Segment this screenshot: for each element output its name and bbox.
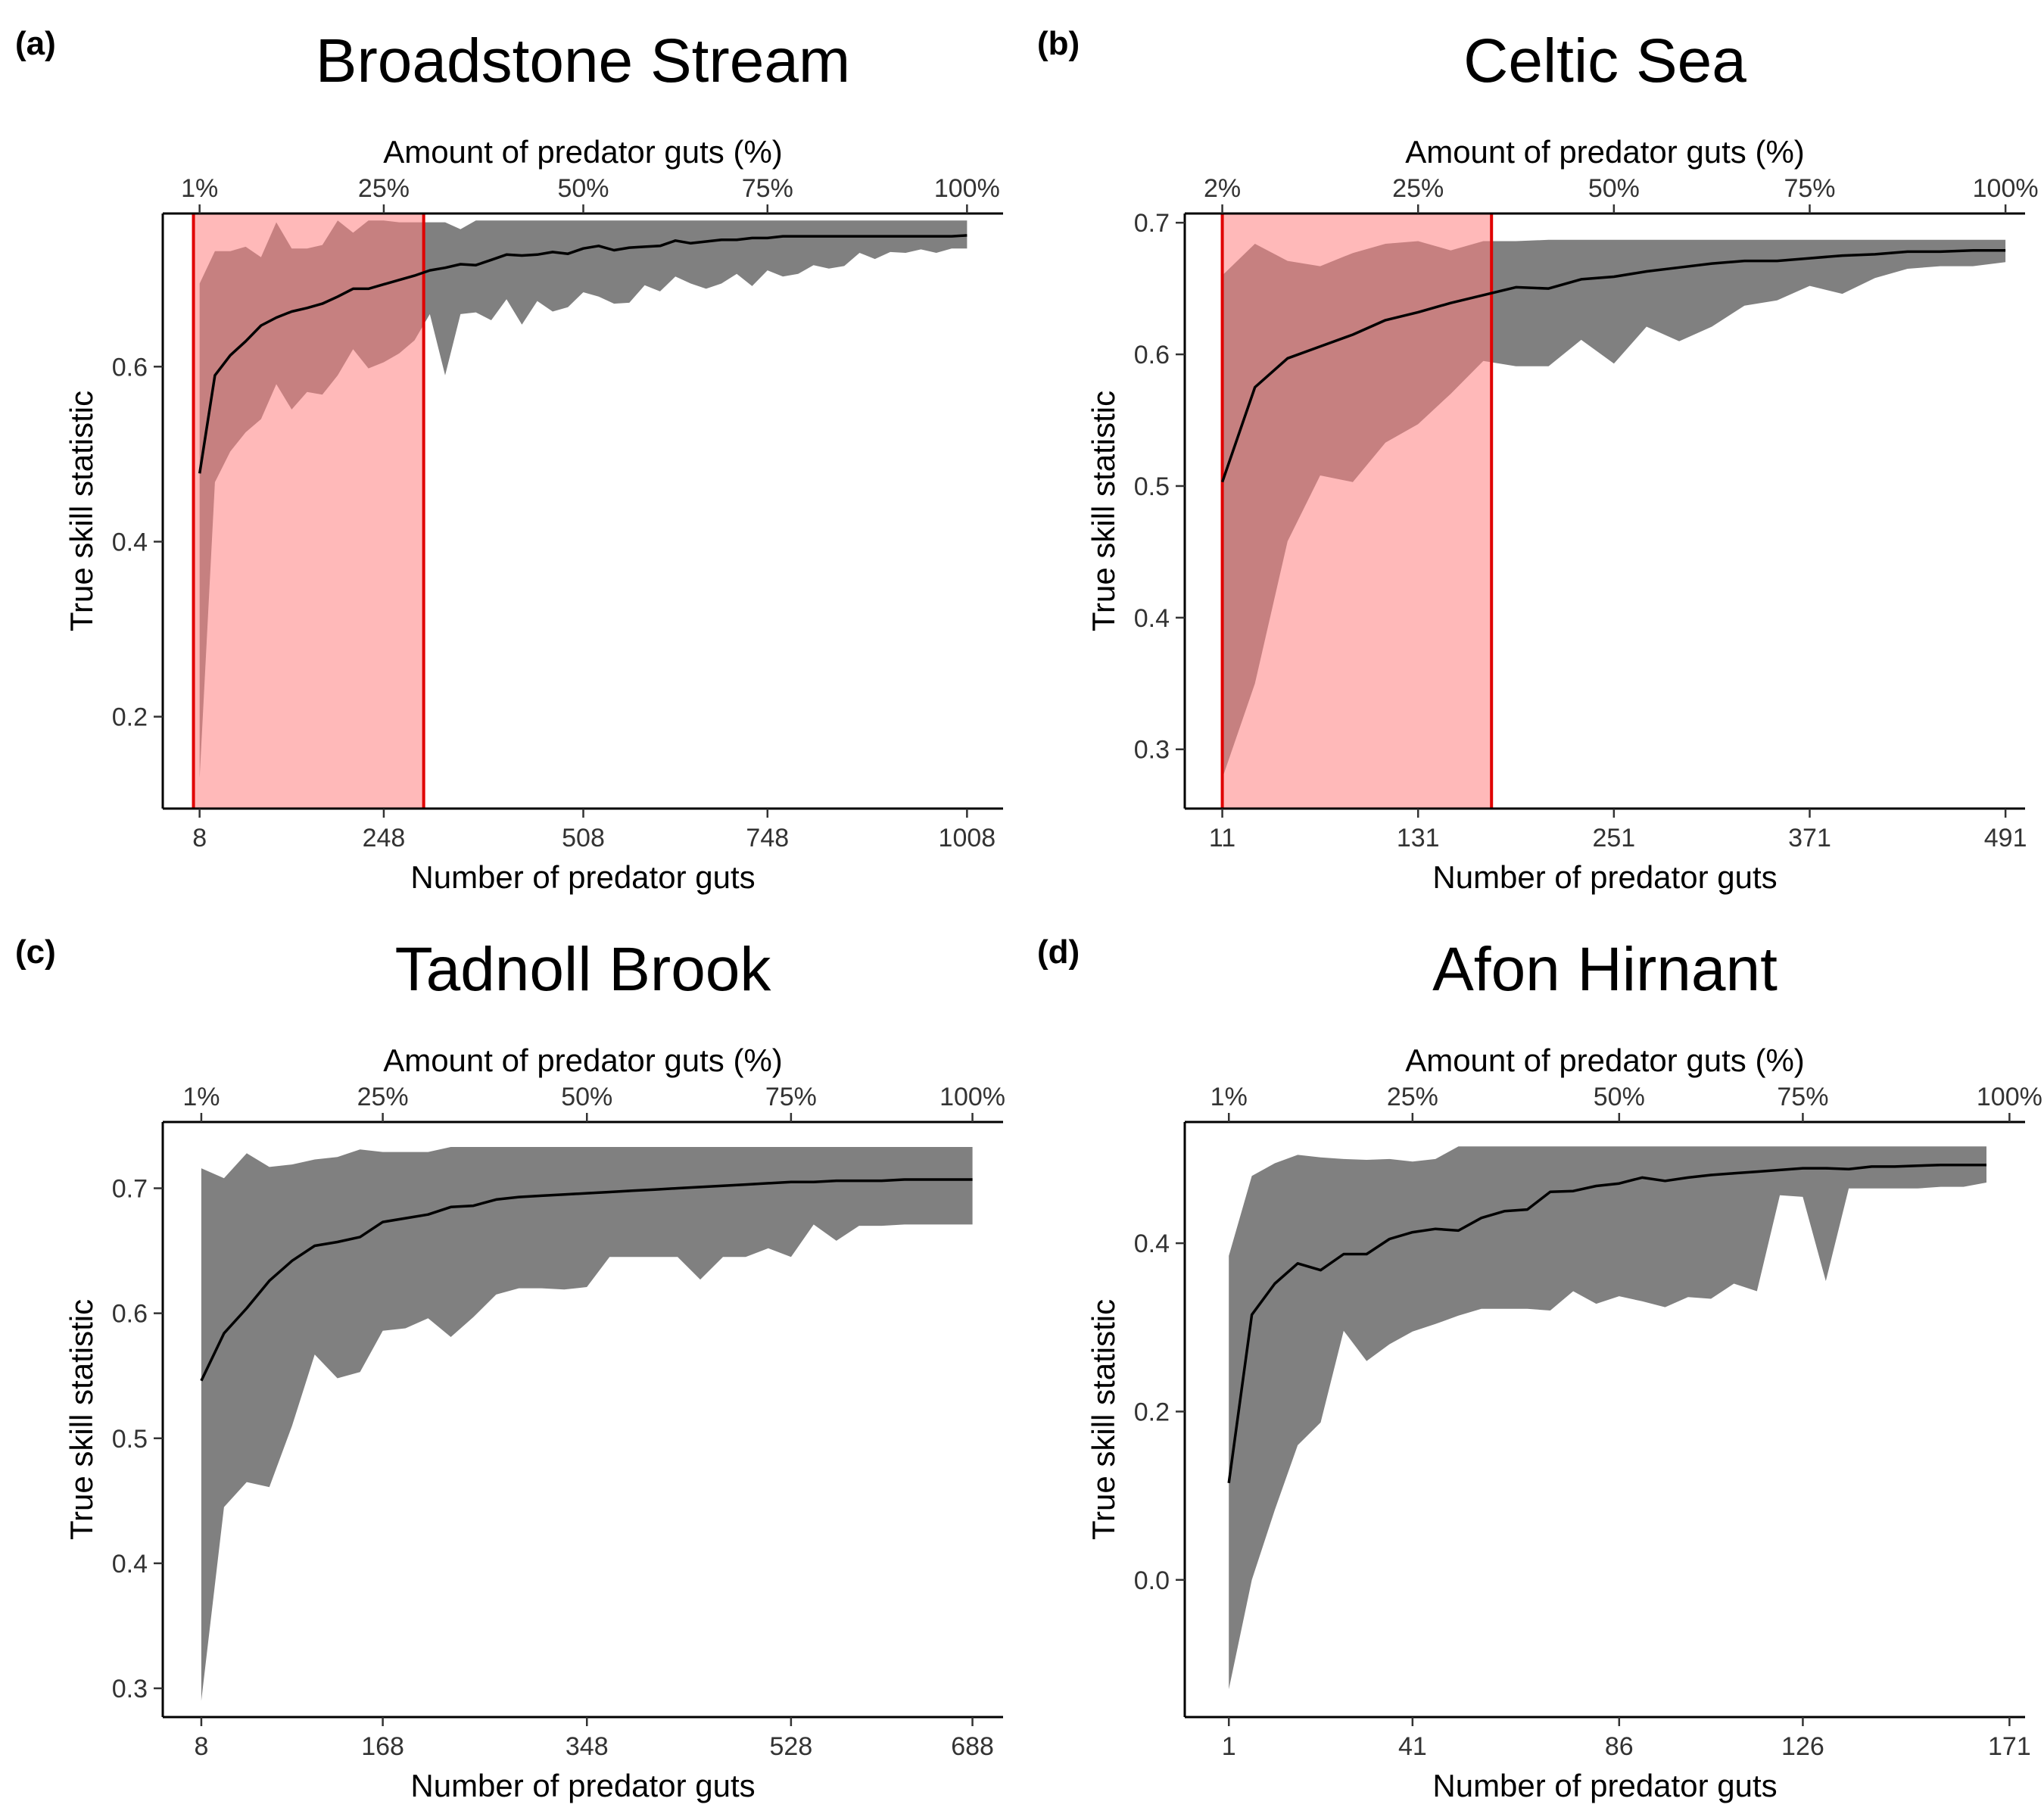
x2-tick-label: 100% <box>934 174 1000 203</box>
y-axis-title: True skill statistic <box>1086 1299 1121 1540</box>
y-tick-label: 0.6 <box>1134 341 1170 369</box>
chart-title: Broadstone Stream <box>316 26 851 95</box>
x2-tick-label: 50% <box>561 1083 612 1111</box>
y-tick-label: 0.4 <box>1134 1230 1170 1258</box>
mean-line <box>200 1178 973 1382</box>
x-tick-label: 8 <box>192 824 207 852</box>
x-axis-title: Number of predator guts <box>1432 859 1777 895</box>
x2-tick-label: 50% <box>557 174 609 203</box>
x2-tick-label: 50% <box>1594 1083 1645 1111</box>
x2-tick-label: 25% <box>358 174 410 203</box>
x-tick-label: 8 <box>194 1732 208 1761</box>
x-tick-label: 131 <box>1397 824 1440 852</box>
x-tick-label: 251 <box>1592 824 1635 852</box>
chart-panel-b: (b) Celtic Sea 11 131 251 371 491 2% 25% 50% 75% 10… <box>1022 0 2044 908</box>
x-tick-label: 41 <box>1398 1732 1427 1761</box>
x-tick-label: 371 <box>1788 824 1831 852</box>
y-tick-label: 0.4 <box>112 528 148 556</box>
chart-svg-c: (c) Tadnoll Brook 8 168 348 528 688 1% 25% 50% 75%… <box>15 933 1005 1803</box>
chart-panel-a: (a) Broadstone Stream 8 248 508 748 1008 1% 25% 5… <box>0 0 1022 908</box>
chart-title: Tadnoll Brook <box>395 935 772 1004</box>
x2-tick-label: 50% <box>1588 174 1640 203</box>
x2-tick-label: 75% <box>1784 174 1835 203</box>
y-tick-label: 0.4 <box>1134 604 1170 633</box>
x2-tick-label: 1% <box>181 174 218 203</box>
x2-tick-label: 2% <box>1204 174 1241 203</box>
x-tick-label: 86 <box>1605 1732 1634 1761</box>
x-tick-label: 491 <box>1984 824 2027 852</box>
highlight-region <box>1222 213 1492 809</box>
x-tick-label: 1008 <box>939 824 996 852</box>
x2-tick-label: 75% <box>1777 1083 1828 1111</box>
x2-axis-title: Amount of predator guts (%) <box>1405 134 1805 170</box>
x-axis-title: Number of predator guts <box>1432 1768 1777 1803</box>
mean-line <box>198 234 967 474</box>
y-tick-label: 0.0 <box>1134 1566 1170 1595</box>
confidence-ribbon <box>201 1147 973 1701</box>
y-tick-label: 0.4 <box>112 1550 148 1579</box>
x-tick-label: 508 <box>562 824 605 852</box>
x2-tick-label: 75% <box>765 1083 817 1111</box>
y-tick-label: 0.2 <box>112 703 148 732</box>
x-tick-label: 171 <box>1988 1732 2031 1761</box>
x2-tick-label: 1% <box>182 1083 220 1111</box>
x-tick-label: 688 <box>951 1732 994 1761</box>
chart-svg-a: (a) Broadstone Stream 8 248 508 748 1008 1% 25% 5… <box>15 25 1003 895</box>
plot-area <box>1227 1146 1986 1690</box>
x-tick-label: 248 <box>363 824 406 852</box>
y-tick-label: 0.5 <box>1134 472 1170 501</box>
x-tick-label: 528 <box>770 1732 813 1761</box>
x2-tick-label: 25% <box>1387 1083 1438 1111</box>
x2-tick-label: 100% <box>939 1083 1005 1111</box>
mean-line <box>1220 248 2006 483</box>
chart-panel-c: (c) Tadnoll Brook 8 168 348 528 688 1% 25% 50% 75%… <box>0 908 1022 1817</box>
x2-tick-label: 75% <box>742 174 793 203</box>
chart-panel-d: (d) Afon Hirnant 1 41 86 126 171 1% 25% 50% 75% 100… <box>1022 908 2044 1817</box>
y-tick-label: 0.3 <box>1134 736 1170 765</box>
plot-area <box>1220 213 2006 809</box>
x-tick-label: 168 <box>361 1732 404 1761</box>
chart-title: Afon Hirnant <box>1432 935 1778 1004</box>
x-tick-label: 126 <box>1781 1732 1824 1761</box>
x-tick-label: 748 <box>746 824 789 852</box>
x2-tick-label: 1% <box>1211 1083 1248 1111</box>
y-tick-label: 0.6 <box>112 353 148 382</box>
plot-area <box>200 1147 973 1701</box>
y-axis-title: True skill statistic <box>1086 391 1121 631</box>
x-tick-label: 11 <box>1209 824 1235 852</box>
panel-label: (d) <box>1037 933 1080 971</box>
x-axis-title: Number of predator guts <box>410 1768 755 1803</box>
x2-tick-label: 100% <box>1977 1083 2042 1111</box>
plot-area <box>192 213 967 809</box>
x2-tick-label: 25% <box>357 1083 409 1111</box>
chart-svg-d: (d) Afon Hirnant 1 41 86 126 171 1% 25% 50% 75% 100… <box>1037 933 2042 1803</box>
y-tick-label: 0.7 <box>112 1175 148 1204</box>
chart-svg-b: (b) Celtic Sea 11 131 251 371 491 2% 25% 50% 75% 10… <box>1037 25 2039 895</box>
x-axis-title: Number of predator guts <box>410 859 755 895</box>
x2-axis-title: Amount of predator guts (%) <box>383 1043 783 1078</box>
chart-title: Celtic Sea <box>1463 26 1746 95</box>
x2-axis-title: Amount of predator guts (%) <box>383 134 783 170</box>
confidence-ribbon <box>1229 1146 1986 1690</box>
y-tick-label: 0.7 <box>1134 209 1170 238</box>
mean-line <box>1227 1163 1986 1484</box>
highlight-region <box>193 213 424 809</box>
y-tick-label: 0.3 <box>112 1675 148 1703</box>
x-tick-label: 1 <box>1222 1732 1236 1761</box>
y-tick-label: 0.2 <box>1134 1398 1170 1426</box>
x2-tick-label: 25% <box>1392 174 1444 203</box>
panel-label: (a) <box>15 25 56 62</box>
y-tick-label: 0.5 <box>112 1425 148 1454</box>
panel-label: (c) <box>15 933 56 971</box>
x-tick-label: 348 <box>566 1732 609 1761</box>
panel-label: (b) <box>1037 25 1080 62</box>
x2-tick-label: 100% <box>1973 174 2039 203</box>
y-axis-title: True skill statistic <box>64 1299 99 1540</box>
y-tick-label: 0.6 <box>112 1300 148 1329</box>
y-axis-title: True skill statistic <box>64 391 99 631</box>
x2-axis-title: Amount of predator guts (%) <box>1405 1043 1805 1078</box>
